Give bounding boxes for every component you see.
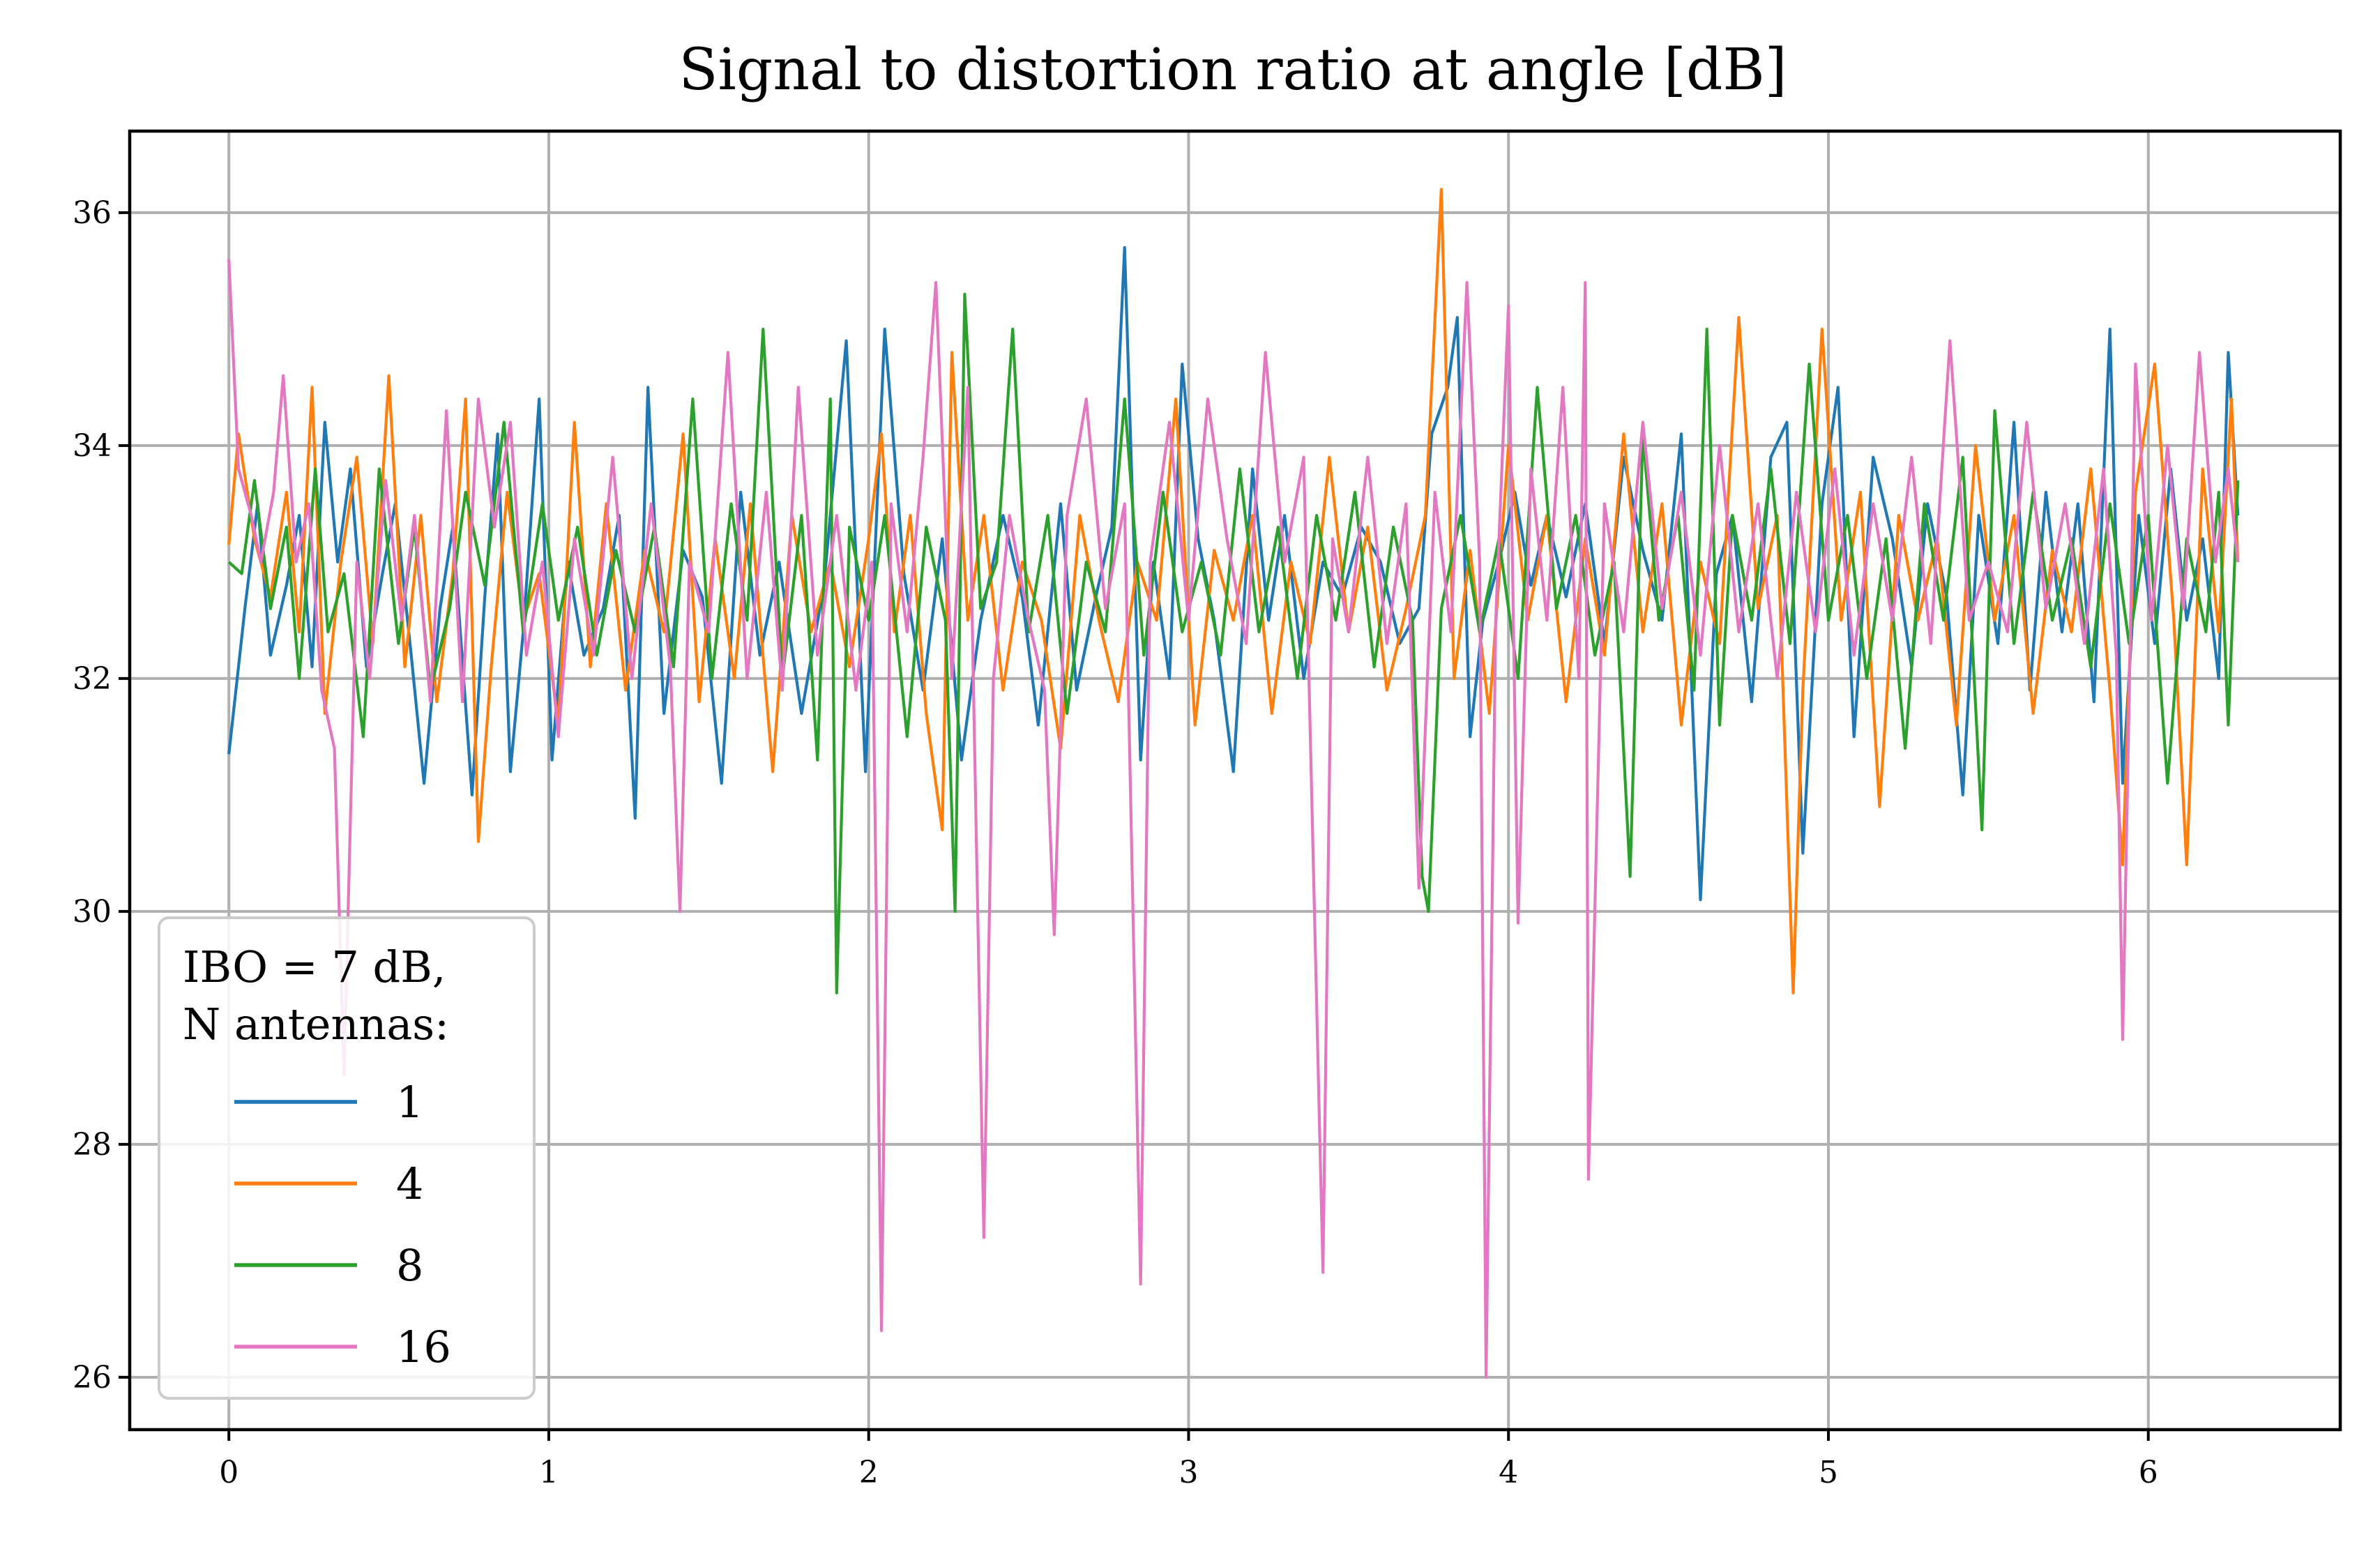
y-tick-label: 26: [73, 1360, 112, 1395]
legend-label-4: 4: [396, 1158, 423, 1209]
legend-title-line-2: N antennas:: [183, 999, 449, 1050]
series-line-8: [227, 292, 2240, 994]
legend-label-16: 16: [396, 1322, 451, 1372]
series-line-4: [227, 188, 2240, 994]
legend-entries: 1 4 8 16: [234, 1077, 451, 1372]
x-tick-label: 6: [2139, 1455, 2158, 1490]
chart-title: Signal to distortion ratio at angle [dB]: [679, 37, 1787, 103]
legend-label-1: 1: [396, 1077, 423, 1128]
series-layer: [227, 188, 2240, 1379]
y-tick-label: 34: [73, 428, 112, 464]
x-tick-label: 1: [539, 1455, 559, 1490]
y-tick-label: 36: [73, 195, 112, 231]
series-line-16: [227, 259, 2240, 1379]
x-tick-label: 3: [1178, 1455, 1198, 1490]
legend-box: [158, 916, 536, 1400]
x-tick-label: 0: [219, 1455, 238, 1490]
legend-title-line-1: IBO = 7 dB,: [183, 941, 446, 992]
y-tick-label: 32: [73, 661, 112, 697]
x-tick-label: 4: [1499, 1455, 1518, 1490]
y-tick-label: 28: [73, 1127, 112, 1163]
series-line-1: [227, 245, 2240, 902]
x-tick-label: 2: [859, 1455, 879, 1490]
y-tick-label: 30: [73, 894, 112, 930]
x-tick-label: 5: [1819, 1455, 1838, 1490]
legend-label-8: 8: [396, 1240, 423, 1291]
legend: IBO = 7 dB, N antennas: 1 4 8 16: [158, 916, 536, 1400]
axes-frame: [128, 129, 2342, 1432]
